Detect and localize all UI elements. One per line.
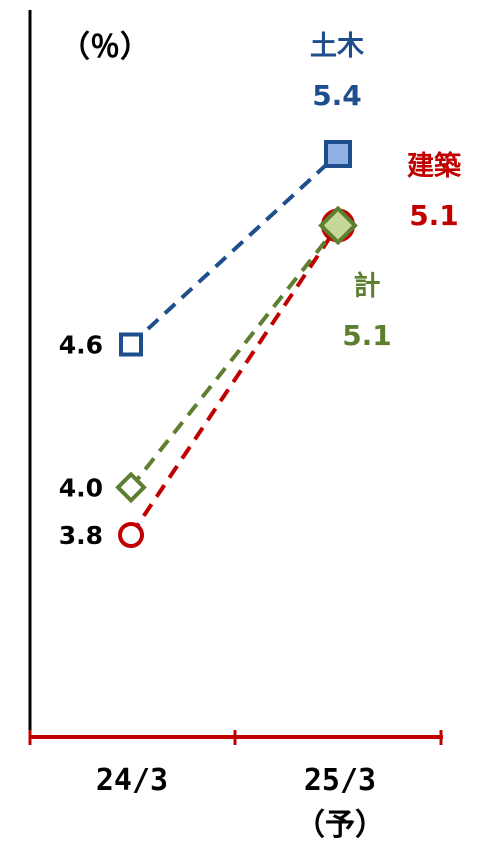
data-label-total-25-3: 5.1 xyxy=(342,319,392,352)
unit-label: （％） xyxy=(60,30,150,65)
series-line-kenchiku xyxy=(129,224,340,537)
series-line-doboku xyxy=(129,152,340,346)
data-point-total-24-3 xyxy=(115,471,147,504)
data-label-doboku-25-3: 5.4 xyxy=(312,79,362,112)
series-name-doboku: 土木 xyxy=(310,31,364,62)
data-label-total-24-3: 4.0 xyxy=(59,473,103,502)
data-point-total-25-3 xyxy=(318,205,358,246)
x-tick-note-forecast: （予） xyxy=(295,808,385,843)
series-line-total xyxy=(129,224,340,489)
data-point-kenchiku-24-3 xyxy=(118,522,144,548)
data-label-doboku-24-3: 4.6 xyxy=(59,331,103,360)
data-point-doboku-24-3 xyxy=(119,332,143,357)
data-label-kenchiku-25-3: 5.1 xyxy=(409,199,459,232)
series-name-total: 計 xyxy=(354,270,381,302)
data-point-doboku-25-3 xyxy=(324,140,352,168)
x-tick-label-24-3: 24/3 xyxy=(96,763,168,798)
x-tick-label-25-3: 25/3 xyxy=(304,763,376,798)
series-name-kenchiku: 建築 xyxy=(407,150,462,182)
data-label-kenchiku-24-3: 3.8 xyxy=(59,521,103,550)
